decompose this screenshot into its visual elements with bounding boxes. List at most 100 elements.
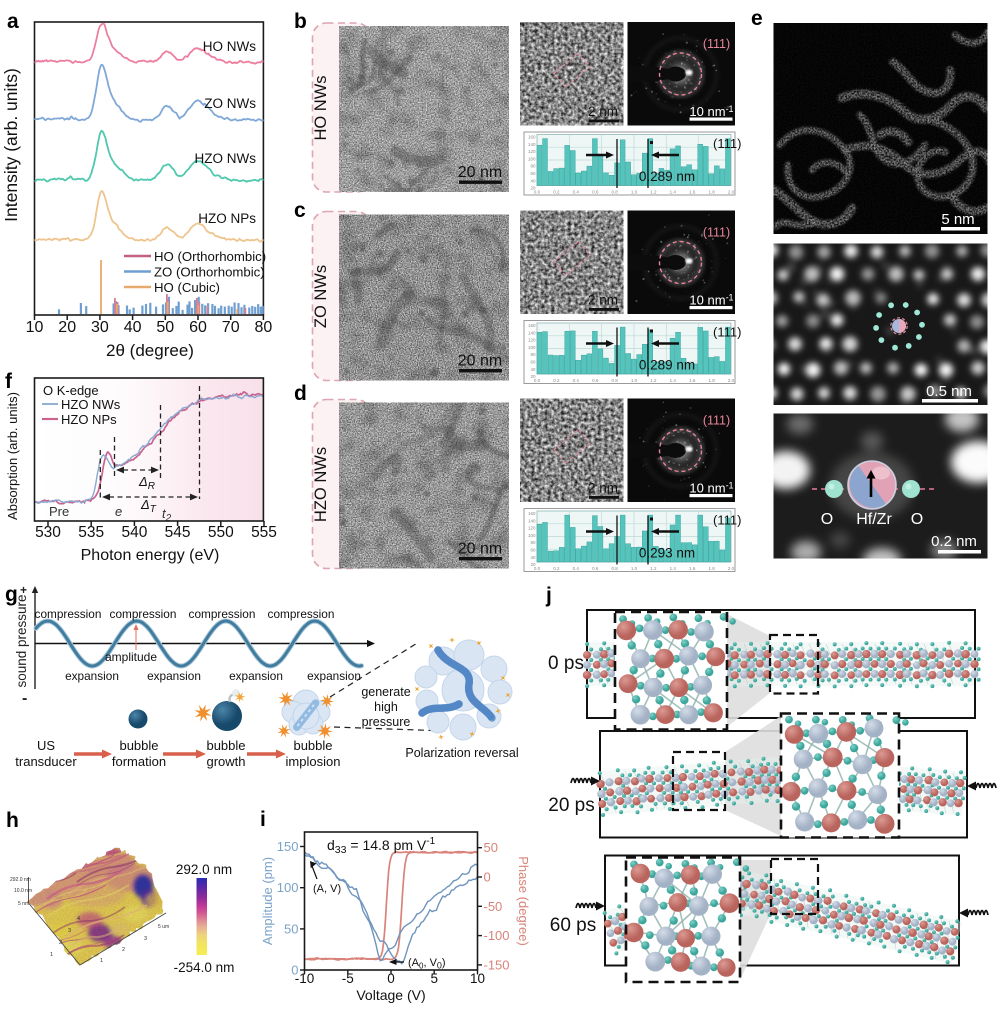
svg-text:20 nm: 20 nm	[458, 541, 502, 558]
svg-text:Amplitude (pm): Amplitude (pm)	[260, 857, 275, 945]
svg-text:+: +	[20, 583, 27, 597]
svg-text:5 nm: 5 nm	[18, 901, 29, 907]
svg-text:e: e	[751, 7, 763, 30]
svg-text:2: 2	[59, 940, 62, 946]
svg-text:growth: growth	[206, 754, 245, 769]
svg-text:h: h	[6, 809, 19, 832]
svg-text:HO NWs: HO NWs	[203, 39, 256, 54]
svg-text:0.8: 0.8	[611, 566, 618, 571]
svg-text:0.289 nm: 0.289 nm	[639, 358, 695, 373]
svg-text:292.0 nm: 292.0 nm	[176, 862, 232, 877]
svg-text:80: 80	[530, 540, 536, 545]
svg-text:292.0 nm: 292.0 nm	[10, 877, 31, 883]
svg-text:50: 50	[156, 319, 174, 336]
svg-text:Polarization reversal: Polarization reversal	[405, 746, 518, 760]
svg-text:expansion: expansion	[65, 669, 119, 683]
svg-text:100: 100	[528, 345, 536, 350]
svg-text:555: 555	[251, 524, 277, 541]
svg-text:0.2: 0.2	[553, 190, 560, 195]
svg-text:O K-edge: O K-edge	[43, 383, 99, 398]
svg-text:1.8: 1.8	[708, 190, 715, 195]
svg-text:b: b	[294, 10, 307, 33]
svg-text:Phase (degree): Phase (degree)	[516, 856, 531, 946]
svg-text:0.6: 0.6	[592, 378, 599, 383]
svg-text:expansion: expansion	[307, 669, 361, 683]
svg-text:Absorption (arb. units): Absorption (arb. units)	[5, 392, 20, 520]
svg-text:HZO NPs: HZO NPs	[61, 412, 117, 427]
svg-text:540: 540	[121, 524, 147, 541]
svg-text:160: 160	[528, 135, 536, 140]
svg-text:1.6: 1.6	[689, 566, 696, 571]
svg-text:160: 160	[528, 323, 536, 328]
svg-text:bubble: bubble	[119, 738, 158, 753]
svg-text:1.6: 1.6	[689, 378, 696, 383]
svg-text:140: 140	[528, 142, 536, 147]
svg-text:0: 0	[387, 971, 395, 986]
svg-text:60 ps: 60 ps	[550, 915, 596, 936]
svg-text:transducer: transducer	[15, 754, 77, 769]
svg-text:140: 140	[528, 330, 536, 335]
svg-text:bubble: bubble	[293, 738, 332, 753]
svg-text:0.2: 0.2	[553, 378, 560, 383]
svg-text:1.2: 1.2	[650, 190, 657, 195]
svg-text:60: 60	[530, 171, 536, 176]
svg-text:expansion: expansion	[229, 669, 283, 683]
svg-text:2.0: 2.0	[728, 190, 735, 195]
svg-text:5 um: 5 um	[158, 924, 169, 930]
svg-text:20: 20	[530, 562, 536, 567]
svg-text:120: 120	[528, 338, 536, 343]
svg-text:2.0: 2.0	[728, 566, 735, 571]
svg-text:-100: -100	[484, 928, 510, 943]
svg-text:0.2 nm: 0.2 nm	[931, 533, 977, 550]
svg-text:e: e	[115, 504, 122, 519]
svg-text:c: c	[294, 199, 306, 222]
svg-text:-150: -150	[484, 957, 510, 972]
svg-text:40: 40	[530, 178, 536, 183]
svg-text:ZO (Orthorhombic): ZO (Orthorhombic)	[154, 265, 265, 280]
svg-text:0.6: 0.6	[592, 190, 599, 195]
svg-text:(111): (111)	[703, 226, 730, 240]
svg-text:Photon energy (eV): Photon energy (eV)	[81, 547, 220, 564]
svg-text:-10: -10	[295, 971, 315, 986]
svg-text:ZO NWs: ZO NWs	[312, 265, 330, 328]
svg-text:20 nm: 20 nm	[458, 164, 502, 181]
svg-text:HZO NPs: HZO NPs	[198, 211, 256, 226]
svg-text:implosion: implosion	[286, 754, 341, 769]
svg-text:HZO NWs: HZO NWs	[61, 397, 121, 412]
svg-text:50: 50	[484, 840, 498, 855]
svg-text:80: 80	[255, 319, 273, 336]
svg-text:ZO NWs: ZO NWs	[204, 96, 256, 111]
svg-text:1: 1	[50, 952, 53, 958]
svg-text:0.4: 0.4	[573, 378, 580, 383]
svg-text:20 ps: 20 ps	[548, 795, 594, 816]
svg-text:70: 70	[222, 319, 240, 336]
svg-text:0.4: 0.4	[573, 566, 580, 571]
svg-text:5 nm: 5 nm	[941, 211, 974, 228]
svg-text:0.2: 0.2	[553, 566, 560, 571]
svg-text:1.4: 1.4	[670, 190, 677, 195]
svg-text:120: 120	[528, 526, 536, 531]
svg-text:2 nm: 2 nm	[588, 481, 618, 496]
svg-text:bubble: bubble	[206, 738, 245, 753]
svg-text:140: 140	[528, 518, 536, 523]
svg-text:40: 40	[530, 555, 536, 560]
svg-text:10 nm-1: 10 nm-1	[689, 481, 733, 496]
svg-text:1: 1	[100, 958, 103, 964]
svg-text:(111): (111)	[713, 513, 741, 528]
svg-text:2.0: 2.0	[728, 378, 735, 383]
svg-text:compression: compression	[268, 607, 335, 621]
svg-text:60: 60	[530, 548, 536, 553]
svg-text:-50: -50	[484, 899, 503, 914]
svg-text:10 nm-1: 10 nm-1	[689, 104, 733, 119]
svg-text:(A0, V0): (A0, V0)	[408, 957, 446, 971]
svg-text:20: 20	[58, 319, 76, 336]
svg-text:Pre: Pre	[49, 504, 69, 519]
svg-text:535: 535	[78, 524, 104, 541]
svg-text:d33 = 14.8 pm V-1: d33 = 14.8 pm V-1	[327, 836, 436, 856]
svg-text:1.0: 1.0	[631, 190, 638, 195]
svg-text:O: O	[821, 511, 833, 528]
svg-text:3: 3	[144, 936, 147, 942]
svg-text:j: j	[545, 584, 552, 607]
svg-text:0 ps: 0 ps	[548, 653, 584, 674]
svg-text:2 nm: 2 nm	[588, 293, 618, 308]
